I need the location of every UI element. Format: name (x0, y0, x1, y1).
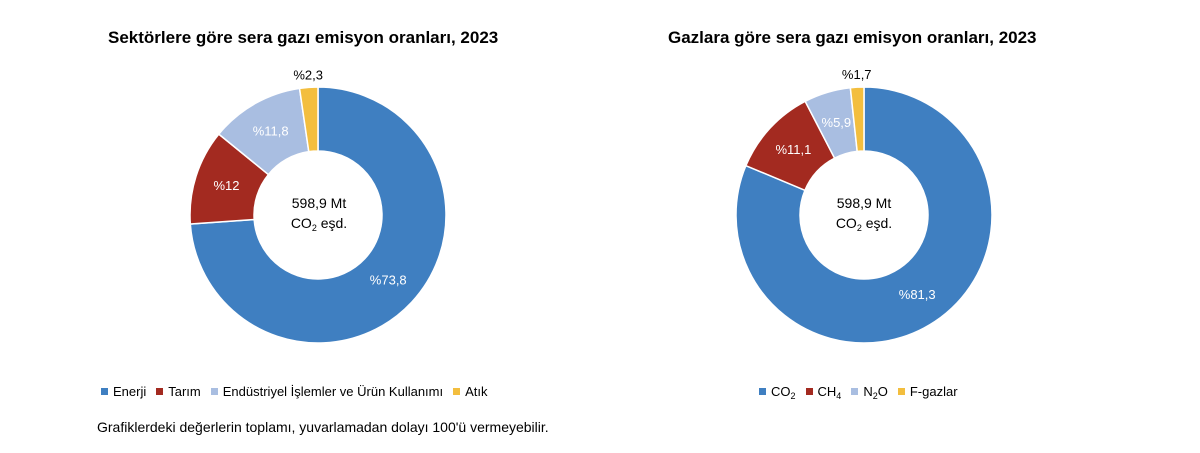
donut-chart-sectors: %73,8 %12 %11,8 %2,3 (189, 67, 447, 344)
slice-data-label: %11,8 (253, 123, 289, 138)
footnote: Grafiklerdeki değerlerin toplamı, yuvarl… (97, 419, 549, 435)
legend-item-fgases: F-gazlar (897, 384, 958, 399)
center-label-total: 598,9 Mt (291, 195, 347, 211)
legend-item-n2o: N2O (851, 384, 888, 401)
donut-chart-gases: %81,3 %11,1 %5,9 %1,7 (735, 67, 993, 344)
legend-item-waste: Atık (453, 384, 488, 399)
legend-swatch (897, 388, 905, 395)
legend-label: CH4 (817, 384, 842, 401)
legend-swatch (453, 388, 461, 395)
donut-slice-at-k (298, 86, 319, 153)
legend-item-industrial: Endüstriyel İşlemler ve Ürün Kullanımı (210, 384, 444, 399)
slice-data-label: %81,3 (899, 287, 936, 302)
slice-data-label: %11,1 (775, 142, 811, 157)
legend-label: Enerji (113, 384, 147, 399)
center-unit-sub: 2 (856, 223, 862, 233)
legend-label: Tarım (168, 384, 201, 399)
donut-slice-enerji (189, 86, 447, 344)
legend-swatch (156, 388, 164, 395)
center-unit-main: CO (835, 215, 857, 231)
donut-slice-co2 (735, 86, 993, 344)
legend-label: N2O (863, 384, 888, 401)
slice-data-label: %73,8 (370, 272, 407, 287)
slice-data-label: %2,3 (293, 67, 323, 82)
center-unit-main: CO (290, 215, 312, 231)
legend-swatch (210, 388, 218, 395)
legend-label: Atık (465, 384, 488, 399)
legend-label: F-gazlar (909, 384, 958, 399)
legend-swatch (101, 388, 108, 395)
slice-data-label: %5,9 (822, 115, 852, 130)
donut-slice-f-gazlar (849, 86, 865, 153)
chart-title-gases: Gazlara göre sera gazı emisyon oranları,… (668, 28, 1037, 47)
legend-label: Endüstriyel İşlemler ve Ürün Kullanımı (222, 384, 444, 399)
center-unit-tail: eşd. (316, 215, 348, 231)
center-unit-sub: 2 (311, 223, 317, 233)
center-label-unit: CO2 eşd. (259, 213, 379, 233)
chart-title-sectors: Sektörlere göre sera gazı emisyon oranla… (108, 28, 499, 47)
center-label-gases: 598,9 Mt CO2 eşd. (804, 193, 924, 233)
slice-data-label: %1,7 (842, 67, 872, 82)
legend-item-co2: CO2 (759, 384, 796, 401)
legend-sectors: Enerji Tarım Endüstriyel İşlemler ve Ürü… (101, 384, 488, 399)
legend-label: CO2 (771, 384, 796, 401)
legend-swatch (805, 388, 813, 395)
legend-item-agriculture: Tarım (156, 384, 201, 399)
center-label-total: 598,9 Mt (836, 195, 892, 211)
slice-data-label: %12 (213, 178, 239, 193)
legend-swatch (851, 388, 859, 395)
legend-item-ch4: CH4 (805, 384, 842, 401)
center-label-sectors: 598,9 Mt CO2 eşd. (259, 193, 379, 233)
center-unit-tail: eşd. (861, 215, 893, 231)
legend-gases: CO2 CH4 N2O F-gazlar (759, 384, 958, 401)
legend-swatch (759, 388, 766, 395)
legend-item-energy: Enerji (101, 384, 146, 399)
center-label-unit: CO2 eşd. (804, 213, 924, 233)
